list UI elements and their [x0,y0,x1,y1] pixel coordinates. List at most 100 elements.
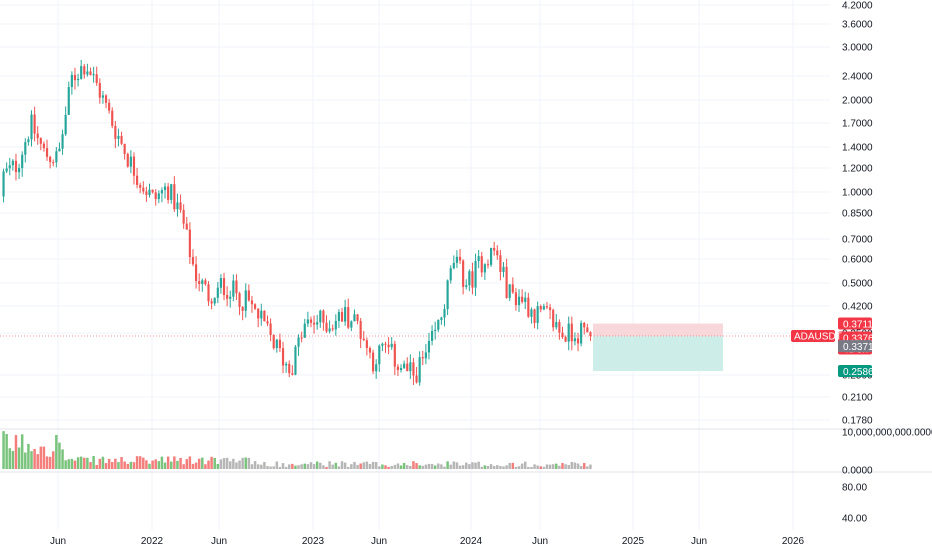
candle-body [173,184,176,210]
candle-body [576,338,580,344]
candle-body [434,329,437,331]
volume-bar [530,466,533,469]
price-tick-label: 3.0000 [842,43,873,54]
volume-bar [570,461,574,469]
candle-body [132,156,136,176]
candle-body [319,310,322,323]
candle-body [570,323,573,342]
candle-body [21,154,24,169]
time-axis[interactable]: Jun 2022 Jun 2023 Jun 2024 Jun 2025 Jun 2026 [50,536,805,547]
candle-body [514,292,518,306]
volume-bar [309,462,313,469]
volume-bar [138,456,142,469]
candle-body [222,278,226,296]
volume-bar [319,462,322,469]
candles[interactable] [2,59,592,386]
candle-body [101,95,105,98]
entry-price-tag: 0.3371 [838,340,874,353]
candle-body [114,125,117,139]
volume-bar [5,434,8,469]
volume-bar [281,463,285,469]
volume-bar [169,461,173,469]
candle-body [219,278,223,288]
candle-body [185,223,188,230]
volume-bar [79,456,83,469]
volume-bar [219,459,223,469]
time-tick-label: Jun [532,536,548,547]
volume-bar [297,465,300,469]
volume-bar [48,456,52,469]
volume-bar [260,464,263,469]
price-tick-label: 1.0000 [842,188,873,199]
volume-bar [458,465,462,469]
candle-body [250,300,254,305]
volume-axis-label: 0.0000 [842,466,873,477]
candle-body [58,148,61,152]
candle-body [111,110,114,126]
candle-body [443,309,446,318]
time-tick-label: 2025 [622,536,645,547]
volume-bar [378,466,381,469]
candle-body [489,247,493,265]
candle-body [191,257,195,265]
volume-bar [197,458,201,469]
candle-body [511,284,514,293]
candle-body [362,338,365,341]
candle-body [33,114,36,134]
candle-body [213,297,216,304]
volume-bar [11,450,15,469]
volume-bar [216,463,220,469]
candle-body [285,363,288,366]
volume-bar [542,466,546,469]
candle-body [73,74,77,81]
candle-body [427,340,431,353]
candle-body [421,357,424,359]
candle-body [418,357,421,383]
volume-bar [83,457,86,469]
volume-bar [110,462,114,469]
volume-bar [548,464,552,469]
volume-bar [365,461,369,469]
oscillator-axis-label: 80.00 [842,483,867,494]
candle-body [45,148,49,157]
volume-bar [589,464,592,469]
volume-bar [114,458,117,469]
volume-axis-label: 10,000,000,000.0000 [842,428,932,439]
time-tick-label: Jun [371,536,387,547]
candle-body [244,290,247,311]
candle-body [182,209,185,224]
volume-bar [477,461,480,469]
volume-bar [51,451,55,469]
volume-bar [517,466,521,469]
candle-body [42,143,46,149]
candle-body [409,362,412,372]
price-axis[interactable]: 4.2000 3.6000 3.0000 2.4000 2.0000 1.7000 1.40… [842,1,932,525]
volume-bar [433,465,437,469]
volume-bar [163,462,167,469]
candle-body [148,189,151,195]
price-tick-label: 0.5000 [842,279,873,290]
volume-bar [129,461,133,469]
volume-bar [238,460,241,469]
candle-body [24,142,27,155]
volume-bar [104,463,108,469]
candle-body [328,328,331,332]
candle-body [306,319,309,324]
candle-body [344,307,347,322]
candle-body [98,83,101,98]
volume-bar [446,461,449,469]
candle-body [8,165,11,169]
candle-body [257,308,260,319]
price-tick-label: 2.0000 [842,96,873,107]
candle-body [331,328,334,330]
volume-bar [194,462,198,469]
entry-price-tag-text: 0.3371 [843,342,874,353]
volume-bar [359,463,362,469]
volume-bar [154,459,157,469]
candle-body [586,327,589,333]
volume-bar [492,465,496,469]
volume-bar [582,463,586,469]
